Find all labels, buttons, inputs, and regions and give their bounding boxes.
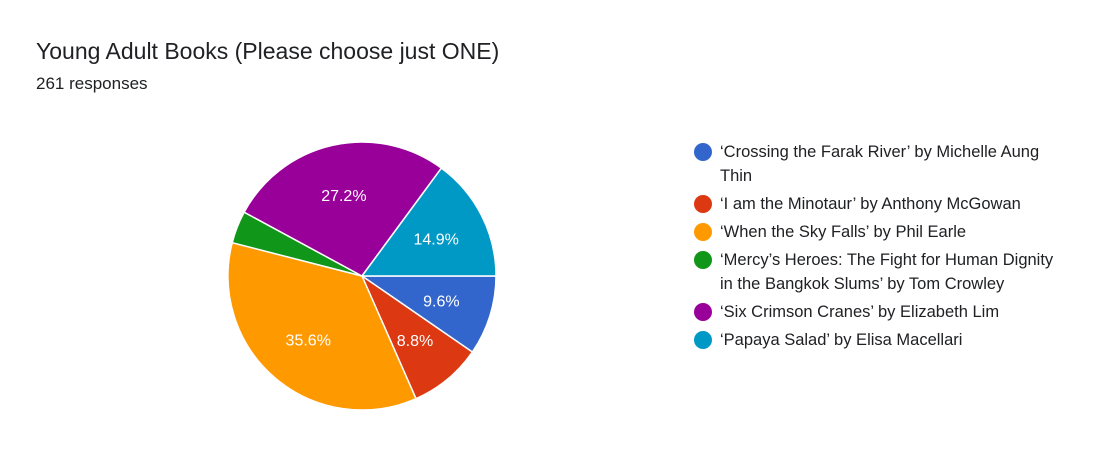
legend-label-0: ‘Crossing the Farak River’ by Michelle A… [720, 143, 1040, 185]
legend-swatch-4 [694, 303, 712, 321]
legend-item-3[interactable]: ‘Mercy’s Heroes: The Fight for Human Dig… [694, 248, 1054, 296]
slice-label-2: 35.6% [286, 332, 331, 349]
legend-swatch-0 [694, 143, 712, 161]
pie-slice-5[interactable] [360, 167, 497, 277]
legend-swatch-3 [694, 251, 712, 269]
response-count: 261 responses [36, 74, 148, 93]
legend-item-5[interactable]: ‘Papaya Salad’ by Elisa Macellari [694, 328, 1054, 352]
slice-label-4: 27.2% [321, 188, 366, 205]
legend-label-2: ‘When the Sky Falls’ by Phil Earle [720, 223, 967, 241]
pie-slice-0[interactable] [359, 275, 497, 354]
legend-item-1[interactable]: ‘I am the Minotaur’ by Anthony McGowan [694, 192, 1054, 216]
legend-item-0[interactable]: ‘Crossing the Farak River’ by Michelle A… [694, 140, 1054, 188]
legend-label-3: ‘Mercy’s Heroes: The Fight for Human Dig… [720, 251, 1054, 293]
legend-swatch-5 [694, 331, 712, 349]
pie-slice-2[interactable] [227, 241, 417, 411]
legend-item-4[interactable]: ‘Six Crimson Cranes’ by Elizabeth Lim [694, 300, 1054, 324]
chart-legend: ‘Crossing the Farak River’ by Michelle A… [694, 140, 1054, 356]
legend-label-4: ‘Six Crimson Cranes’ by Elizabeth Lim [720, 303, 1000, 321]
pie-slice-4[interactable] [243, 141, 443, 277]
slice-label-1: 8.8% [397, 333, 433, 350]
legend-label-1: ‘I am the Minotaur’ by Anthony McGowan [720, 195, 1021, 213]
chart-title: Young Adult Books (Please choose just ON… [36, 38, 500, 64]
slice-label-0: 9.6% [423, 294, 459, 311]
legend-label-5: ‘Papaya Salad’ by Elisa Macellari [720, 331, 963, 349]
legend-swatch-2 [694, 223, 712, 241]
legend-swatch-1 [694, 195, 712, 213]
slice-label-5: 14.9% [413, 232, 458, 249]
legend-item-2[interactable]: ‘When the Sky Falls’ by Phil Earle [694, 220, 1054, 244]
